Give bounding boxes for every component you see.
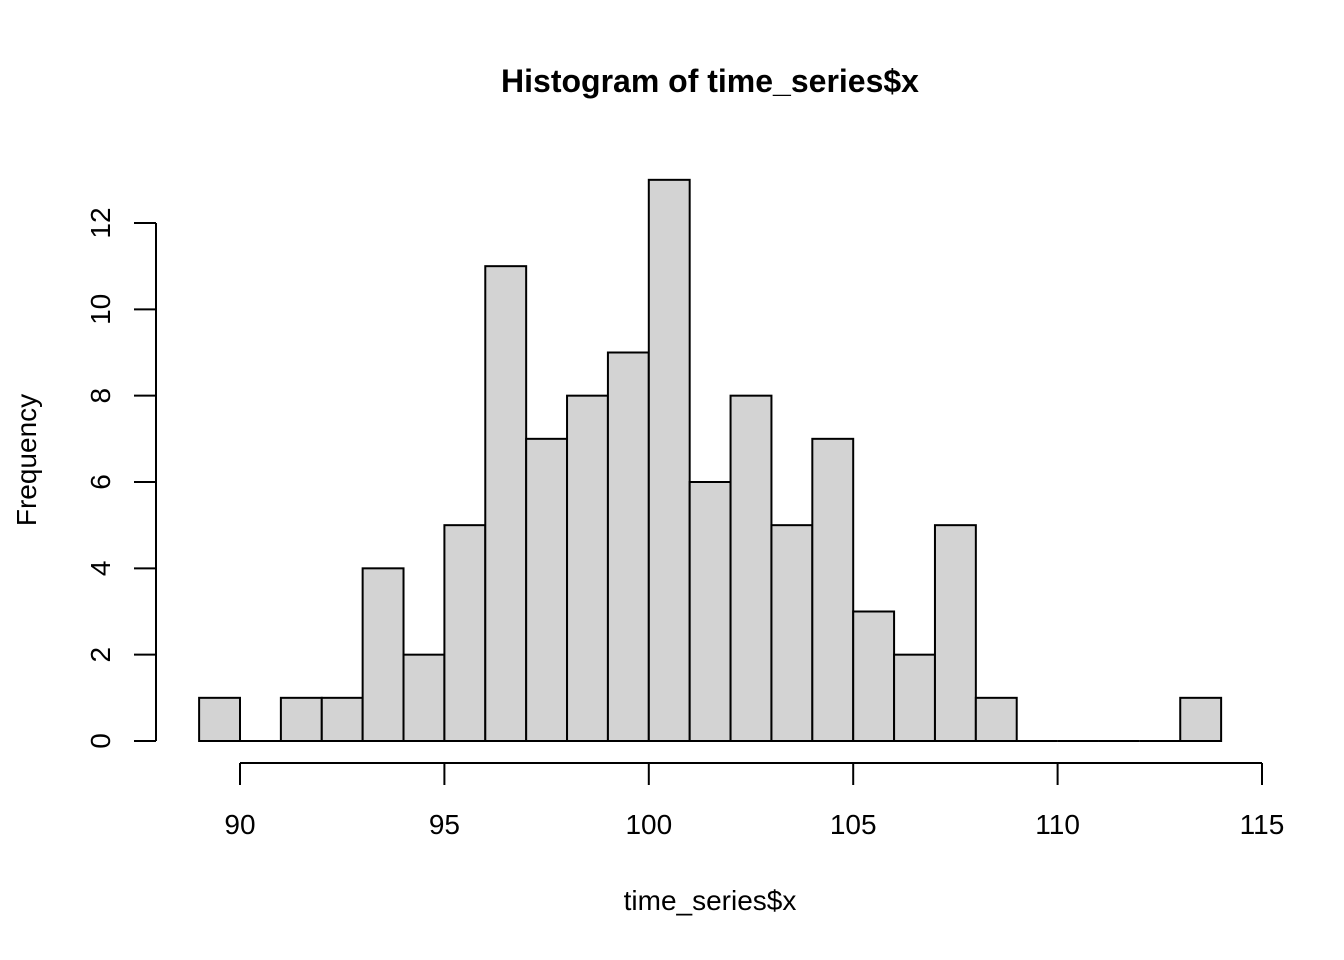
histogram-bar [606, 351, 650, 742]
chart-title: Histogram of time_series$x [501, 63, 919, 99]
histogram-bar [484, 265, 528, 742]
histogram-bar [852, 610, 896, 742]
histogram-bar [893, 653, 936, 743]
y-tick-label: 0 [85, 733, 116, 749]
x-tick-label: 90 [224, 809, 255, 840]
histogram-bar [402, 653, 446, 743]
y-tick-label: 2 [85, 647, 116, 663]
histogram-bar [320, 696, 364, 742]
histogram-bar [811, 437, 855, 742]
x-tick-label: 100 [625, 809, 672, 840]
histogram-bar [770, 524, 814, 743]
y-axis: 0 2 4 6 8 10 12 [85, 207, 157, 749]
histogram-bar [933, 524, 977, 743]
histogram-bar [1179, 696, 1223, 742]
y-tick-label: 6 [85, 474, 116, 490]
x-axis: 90 95 100 105 110 115 [224, 762, 1285, 840]
histogram-bar [647, 178, 691, 743]
histogram-bar [443, 524, 487, 743]
y-tick-label: 10 [85, 294, 116, 325]
x-axis-label: time_series$x [624, 885, 797, 916]
x-tick-label: 105 [830, 809, 877, 840]
bars-group [198, 178, 1223, 743]
y-tick-label: 12 [85, 207, 116, 238]
histogram-bar [688, 481, 732, 742]
histogram-bar [279, 696, 323, 742]
histogram-bar [361, 567, 405, 742]
x-tick-label: 115 [1240, 809, 1285, 840]
histogram-bar [729, 394, 773, 742]
x-tick-label: 110 [1035, 809, 1080, 840]
histogram-bar [198, 696, 241, 742]
histogram-bar [566, 394, 609, 742]
histogram-bar [974, 696, 1018, 742]
y-axis-label: Frequency [11, 394, 42, 526]
x-tick-label: 95 [429, 809, 460, 840]
histogram-bar [525, 437, 569, 742]
y-tick-label: 8 [85, 388, 116, 404]
y-tick-label: 4 [85, 561, 116, 577]
